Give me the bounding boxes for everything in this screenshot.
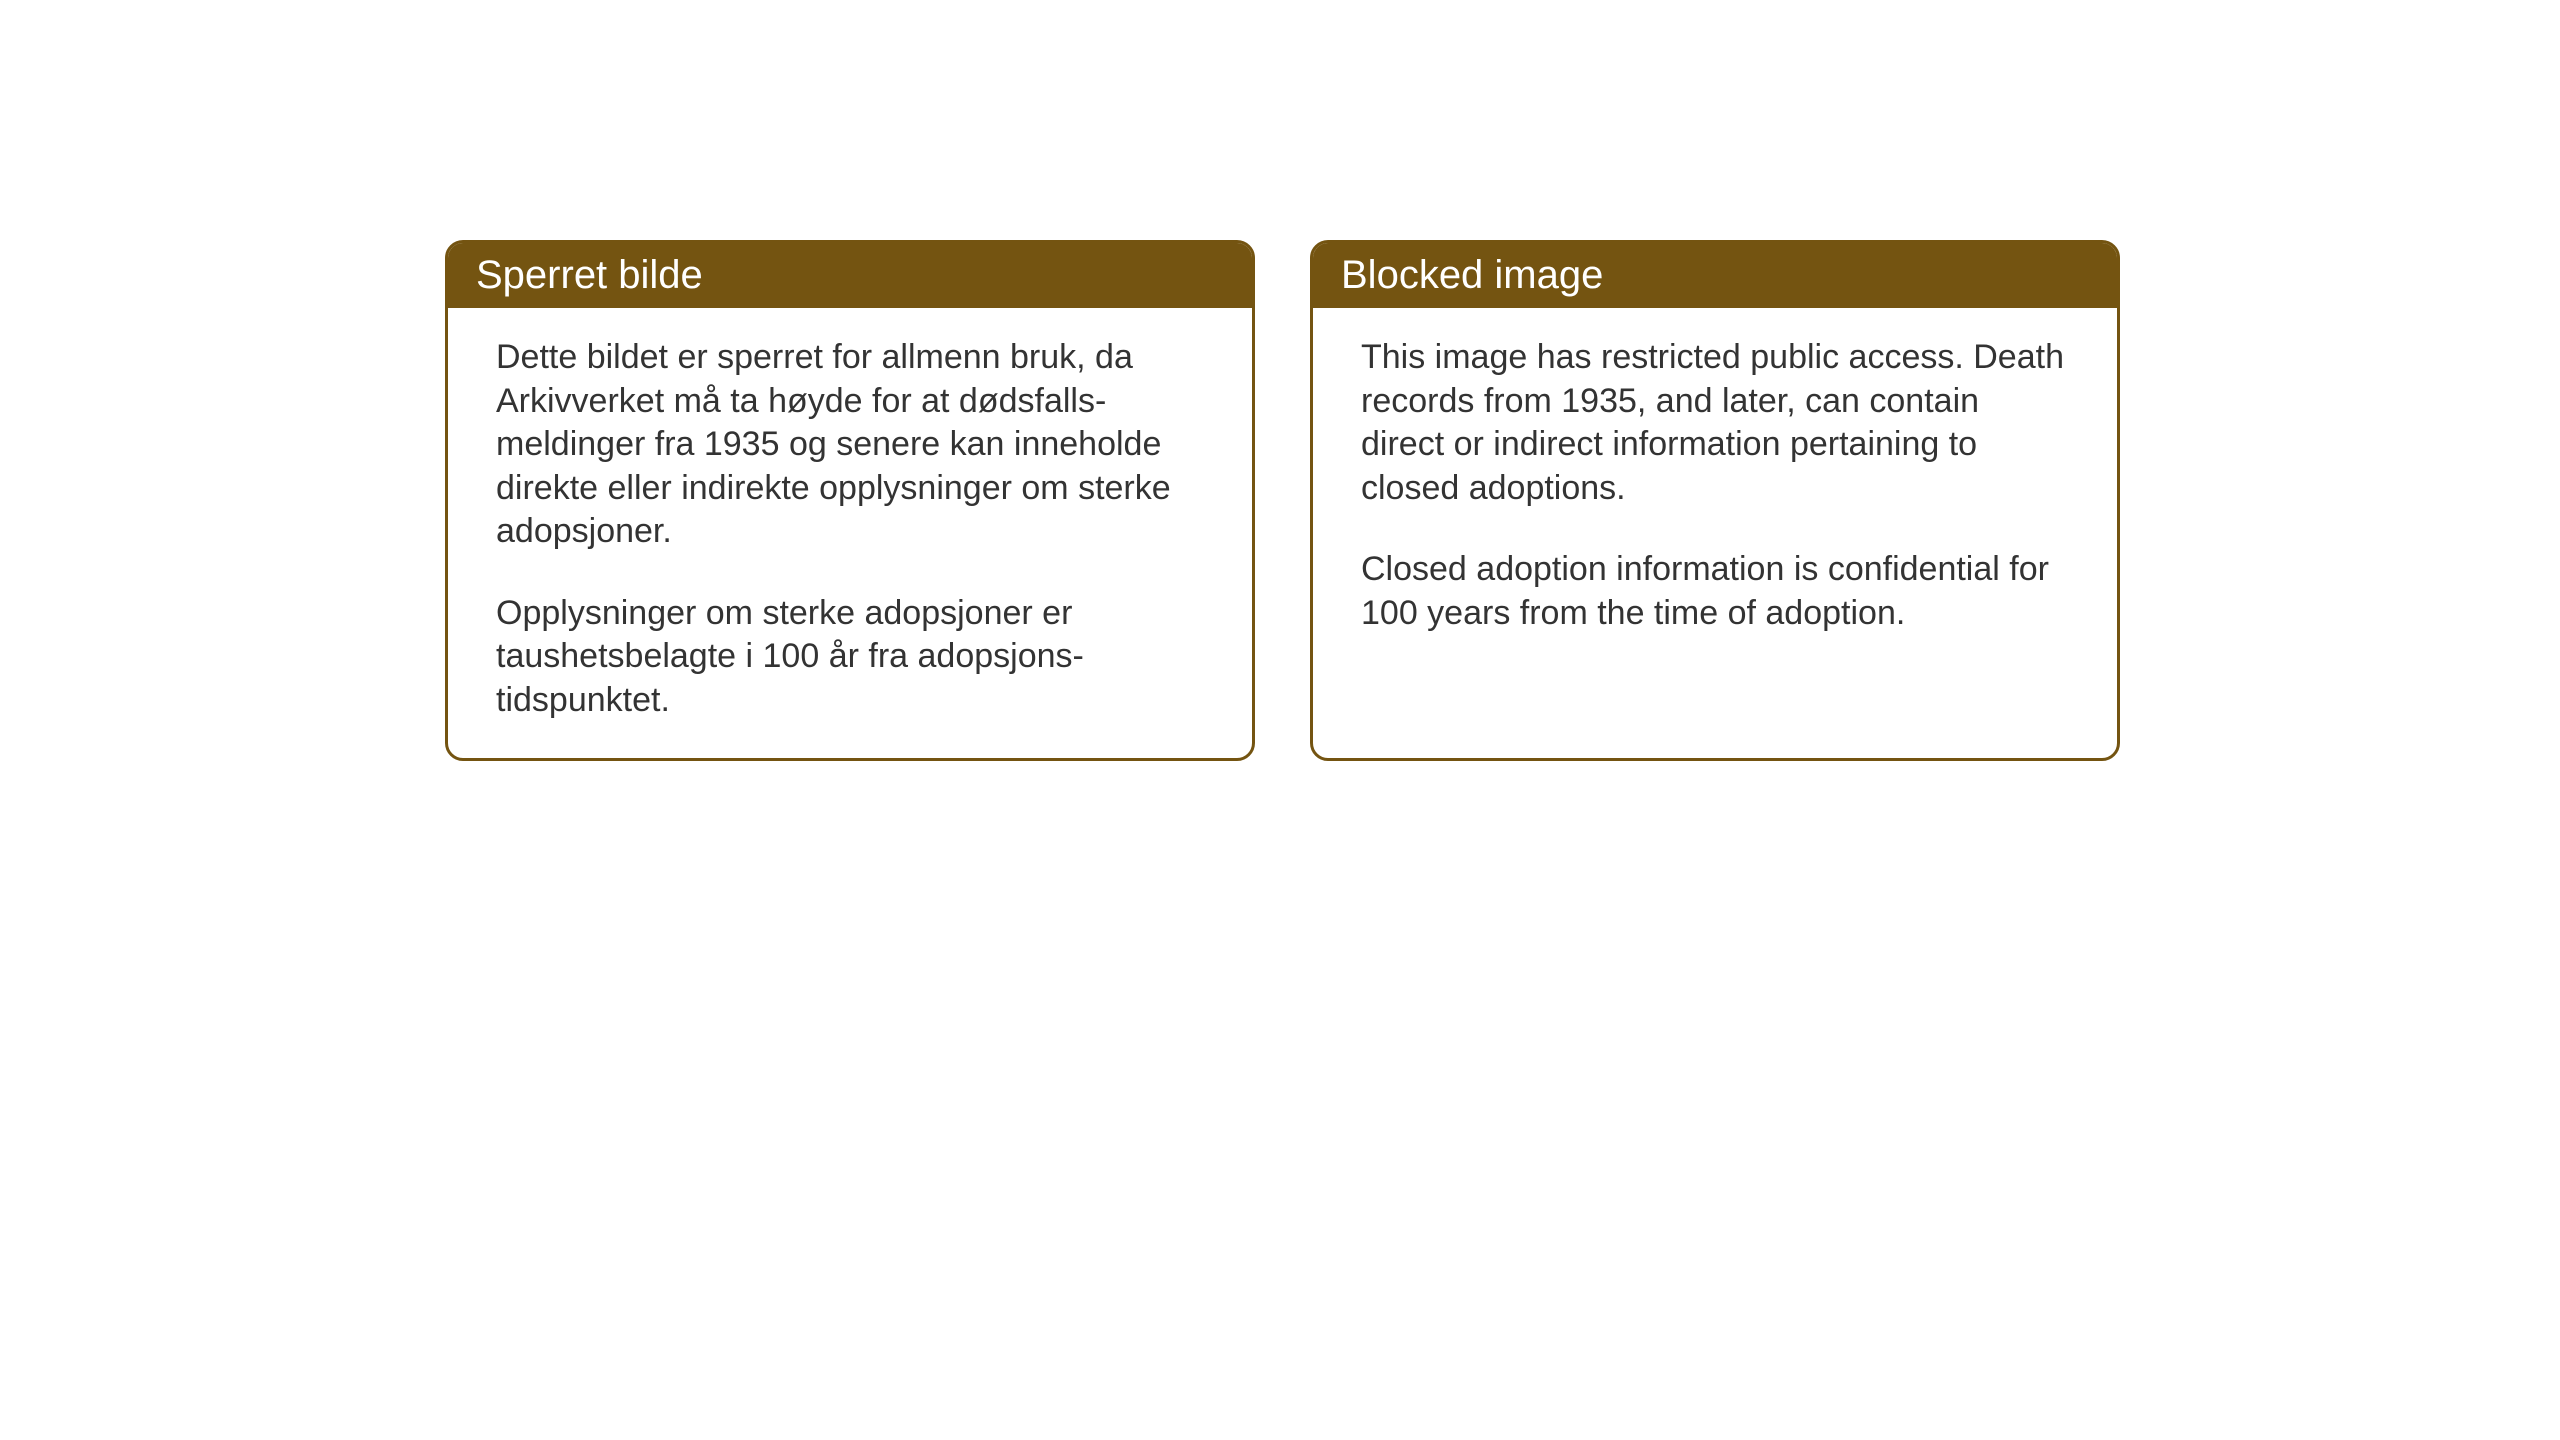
card-body-english: This image has restricted public access.…	[1313, 308, 2117, 671]
card-title-norwegian: Sperret bilde	[476, 253, 703, 297]
card-paragraph-norwegian-2: Opplysninger om sterke adopsjoner er tau…	[496, 592, 1204, 723]
card-header-english: Blocked image	[1313, 243, 2117, 308]
card-paragraph-norwegian-1: Dette bildet er sperret for allmenn bruk…	[496, 336, 1204, 554]
card-paragraph-english-2: Closed adoption information is confident…	[1361, 548, 2069, 635]
notice-card-english: Blocked image This image has restricted …	[1310, 240, 2120, 761]
card-title-english: Blocked image	[1341, 253, 1603, 297]
card-paragraph-english-1: This image has restricted public access.…	[1361, 336, 2069, 510]
card-body-norwegian: Dette bildet er sperret for allmenn bruk…	[448, 308, 1252, 758]
card-header-norwegian: Sperret bilde	[448, 243, 1252, 308]
notice-card-norwegian: Sperret bilde Dette bildet er sperret fo…	[445, 240, 1255, 761]
notice-container: Sperret bilde Dette bildet er sperret fo…	[445, 240, 2120, 761]
